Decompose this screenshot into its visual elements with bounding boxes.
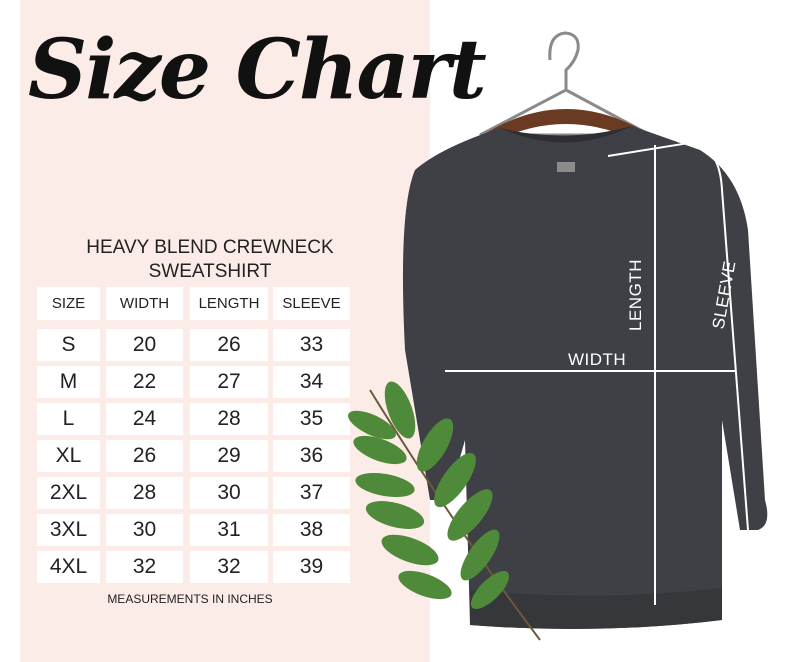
cell-length: 31 xyxy=(190,514,268,546)
cell-sleeve: 34 xyxy=(273,366,350,398)
hanger-icon xyxy=(479,31,651,137)
cell-size: L xyxy=(37,403,100,435)
cell-sleeve: 39 xyxy=(273,551,350,583)
product-name-line-2: SWEATSHIRT xyxy=(148,261,272,282)
cell-width: 28 xyxy=(106,477,183,509)
cell-width: 30 xyxy=(106,514,183,546)
cell-size: XL xyxy=(37,440,100,472)
waistband xyxy=(470,588,722,629)
cell-length: 32 xyxy=(190,551,268,583)
cell-length: 28 xyxy=(190,403,268,435)
cell-width: 20 xyxy=(106,329,183,361)
cell-length: 27 xyxy=(190,366,268,398)
cell-sleeve: 37 xyxy=(273,477,350,509)
cell-size: M xyxy=(37,366,100,398)
header-sleeve: SLEEVE xyxy=(273,287,350,320)
cell-sleeve: 35 xyxy=(273,403,350,435)
cell-size: S xyxy=(37,329,100,361)
leaf-branch-icon xyxy=(348,381,541,641)
cell-length: 29 xyxy=(190,440,268,472)
cell-size: 3XL xyxy=(37,514,100,546)
cell-size: 2XL xyxy=(37,477,100,509)
cell-sleeve: 38 xyxy=(273,514,350,546)
hanger-bar xyxy=(478,109,655,148)
length-label: LENGTH xyxy=(625,259,645,331)
measurement-note: MEASUREMENTS IN INCHES xyxy=(107,592,273,606)
header-size: SIZE xyxy=(37,287,100,320)
neck-label xyxy=(557,162,575,172)
sleeve-line xyxy=(607,140,749,531)
cell-width: 24 xyxy=(106,403,183,435)
product-name-line-1: HEAVY BLEND CREWNECK xyxy=(86,237,334,258)
product-name: HEAVY BLEND CREWNECK SWEATSHIRT xyxy=(20,236,400,284)
cell-sleeve: 36 xyxy=(273,440,350,472)
cell-width: 22 xyxy=(106,366,183,398)
cell-size: 4XL xyxy=(37,551,100,583)
collar xyxy=(500,126,632,143)
cell-length: 30 xyxy=(190,477,268,509)
cell-width: 26 xyxy=(106,440,183,472)
sweatshirt-body xyxy=(402,126,768,629)
cell-width: 32 xyxy=(106,551,183,583)
cell-sleeve: 33 xyxy=(273,329,350,361)
header-width: WIDTH xyxy=(106,287,183,320)
cell-length: 26 xyxy=(190,329,268,361)
page-title: Size Chart xyxy=(28,22,487,118)
width-label: WIDTH xyxy=(568,350,627,369)
header-length: LENGTH xyxy=(190,287,268,320)
